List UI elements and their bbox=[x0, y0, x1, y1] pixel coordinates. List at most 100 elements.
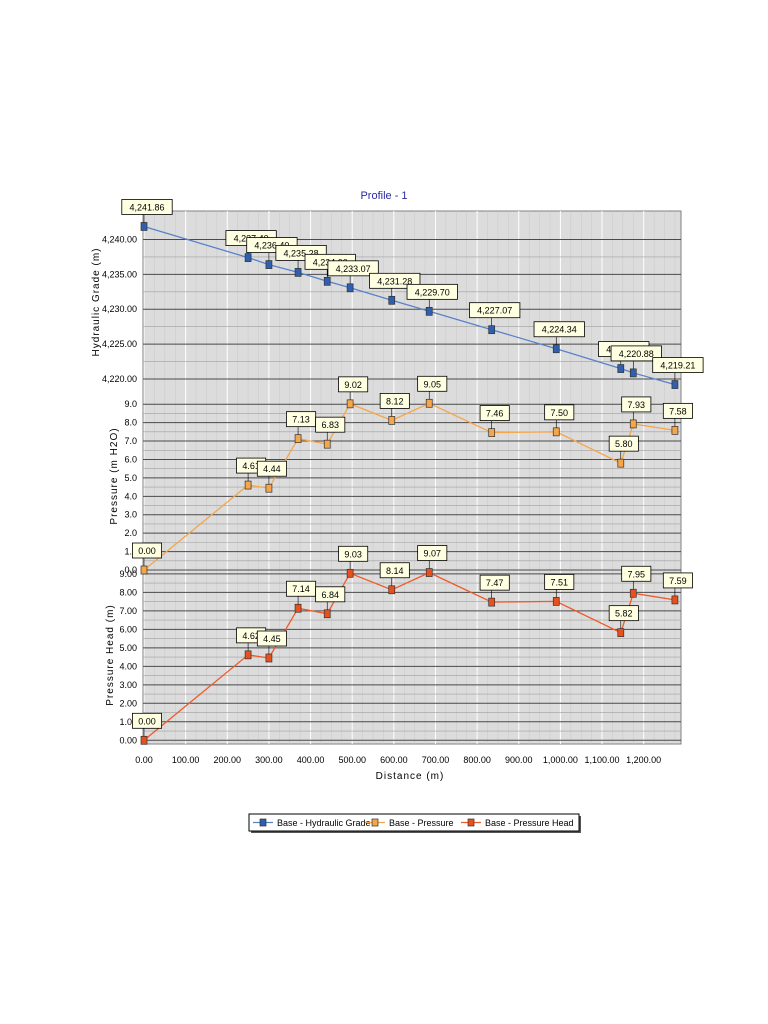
data-point-marker bbox=[671, 426, 679, 435]
y-tick-label: 9.00 bbox=[119, 569, 137, 579]
legend-item-label: Base - Pressure bbox=[389, 818, 454, 828]
data-label: 7.13 bbox=[292, 415, 310, 425]
y-tick-label: 4,240.00 bbox=[102, 234, 137, 244]
data-label: 7.58 bbox=[669, 406, 687, 416]
data-label-box bbox=[608, 435, 639, 452]
data-label: 4,227.07 bbox=[477, 306, 512, 316]
data-point-marker bbox=[617, 628, 625, 638]
data-label: 7.14 bbox=[292, 584, 310, 594]
series-layer bbox=[140, 222, 679, 745]
data-label-box bbox=[379, 393, 410, 409]
data-label: 4,241.86 bbox=[129, 202, 164, 212]
data-point-marker bbox=[671, 595, 679, 605]
legend-item-label: Base - Hydraulic Grade bbox=[277, 818, 371, 828]
data-point-marker bbox=[388, 416, 396, 425]
y-tick-label: 7.00 bbox=[119, 606, 137, 616]
data-label: 5.80 bbox=[615, 439, 633, 449]
data-labels-layer: 4,241.864,237.404,236.404,235.284,234.00… bbox=[121, 199, 704, 737]
data-point-marker bbox=[671, 380, 679, 389]
data-point-marker bbox=[294, 434, 302, 444]
y-tick-label: 2.0 bbox=[124, 528, 137, 538]
data-label: 4,229.70 bbox=[415, 287, 450, 297]
data-point-marker bbox=[346, 568, 354, 578]
data-point-marker bbox=[388, 585, 396, 595]
x-tick-label: 0.00 bbox=[135, 755, 153, 765]
data-point-marker bbox=[265, 260, 273, 269]
data-label-box bbox=[379, 562, 410, 579]
data-point-marker bbox=[323, 276, 331, 286]
data-point-marker bbox=[488, 325, 496, 335]
data-point-marker bbox=[629, 368, 637, 378]
data-label: 9.05 bbox=[423, 379, 441, 389]
y-tick-label: 5.0 bbox=[124, 473, 137, 483]
data-point-marker bbox=[244, 480, 252, 490]
x-tick-label: 700.00 bbox=[422, 755, 450, 765]
data-label-box bbox=[544, 404, 575, 421]
data-label-box bbox=[131, 542, 162, 559]
data-label-box bbox=[327, 260, 379, 277]
data-label-box bbox=[417, 545, 448, 561]
legend-swatch-marker bbox=[467, 818, 475, 827]
y-tick-label: 8.00 bbox=[119, 587, 137, 597]
data-label-box bbox=[621, 565, 652, 582]
data-point-marker bbox=[617, 458, 625, 468]
data-label: 8.14 bbox=[386, 566, 404, 576]
y-tick-label: 2.00 bbox=[119, 698, 137, 708]
y-tick-label: 3.0 bbox=[124, 510, 137, 520]
y-axis-label-pressure: Pressure (m H2O) bbox=[109, 427, 120, 524]
x-tick-label: 500.00 bbox=[338, 755, 366, 765]
data-point-marker bbox=[629, 588, 637, 598]
x-tick-label: 1,200.00 bbox=[626, 755, 661, 765]
data-label-box bbox=[417, 375, 448, 392]
data-label: 7.46 bbox=[486, 409, 504, 419]
data-label: 4.44 bbox=[263, 464, 281, 474]
data-label-box bbox=[315, 416, 346, 433]
x-tick-label: 200.00 bbox=[214, 755, 242, 765]
data-point-marker bbox=[323, 609, 331, 619]
y-tick-label: 4,235.00 bbox=[102, 269, 137, 279]
data-label: 4,224.34 bbox=[542, 325, 577, 335]
data-point-marker bbox=[488, 428, 496, 437]
data-point-marker bbox=[323, 439, 331, 449]
data-label-box bbox=[338, 545, 369, 562]
data-label-box bbox=[662, 572, 693, 589]
data-point-marker bbox=[425, 568, 433, 577]
data-point-marker bbox=[265, 483, 273, 493]
y-tick-label: 1.0 bbox=[124, 547, 137, 557]
data-point-marker bbox=[552, 344, 560, 354]
y-tick-label: 4.0 bbox=[124, 491, 137, 501]
data-label: 4,233.07 bbox=[336, 264, 371, 274]
data-label: 7.59 bbox=[669, 576, 687, 586]
data-label: 9.02 bbox=[344, 380, 362, 390]
data-label: 4,231.28 bbox=[377, 276, 412, 286]
data-label: 4,235.28 bbox=[284, 248, 319, 258]
data-label: 4,236.40 bbox=[254, 241, 289, 251]
data-label: 9.03 bbox=[344, 549, 362, 559]
data-point-marker bbox=[629, 419, 637, 429]
data-label: 7.47 bbox=[486, 578, 504, 588]
y-tick-label: 6.0 bbox=[124, 454, 137, 464]
data-label: 9.07 bbox=[423, 549, 441, 559]
x-tick-label: 300.00 bbox=[255, 755, 283, 765]
data-point-marker bbox=[388, 295, 396, 305]
data-point-marker bbox=[488, 597, 496, 607]
data-point-marker bbox=[294, 268, 302, 277]
data-point-marker bbox=[140, 565, 148, 575]
data-label: 5.82 bbox=[615, 609, 633, 619]
data-label-box bbox=[256, 460, 287, 477]
data-point-marker bbox=[617, 364, 625, 373]
x-tick-label: 800.00 bbox=[463, 755, 491, 765]
data-label-box bbox=[469, 302, 521, 319]
data-label-box bbox=[479, 574, 510, 591]
y-tick-label: 7.0 bbox=[124, 436, 137, 446]
y-tick-label: 9.0 bbox=[124, 399, 137, 409]
data-label: 6.84 bbox=[321, 590, 339, 600]
grid bbox=[143, 211, 681, 744]
data-label: 4.45 bbox=[263, 634, 281, 644]
legend-box bbox=[248, 813, 580, 832]
y-tick-label: 4,225.00 bbox=[102, 339, 137, 349]
x-axis-label: Distance (m) bbox=[376, 771, 445, 782]
x-tick-label: 100.00 bbox=[172, 755, 200, 765]
y-tick-label: 4.00 bbox=[119, 661, 137, 671]
data-label: 4,219.21 bbox=[660, 361, 695, 371]
